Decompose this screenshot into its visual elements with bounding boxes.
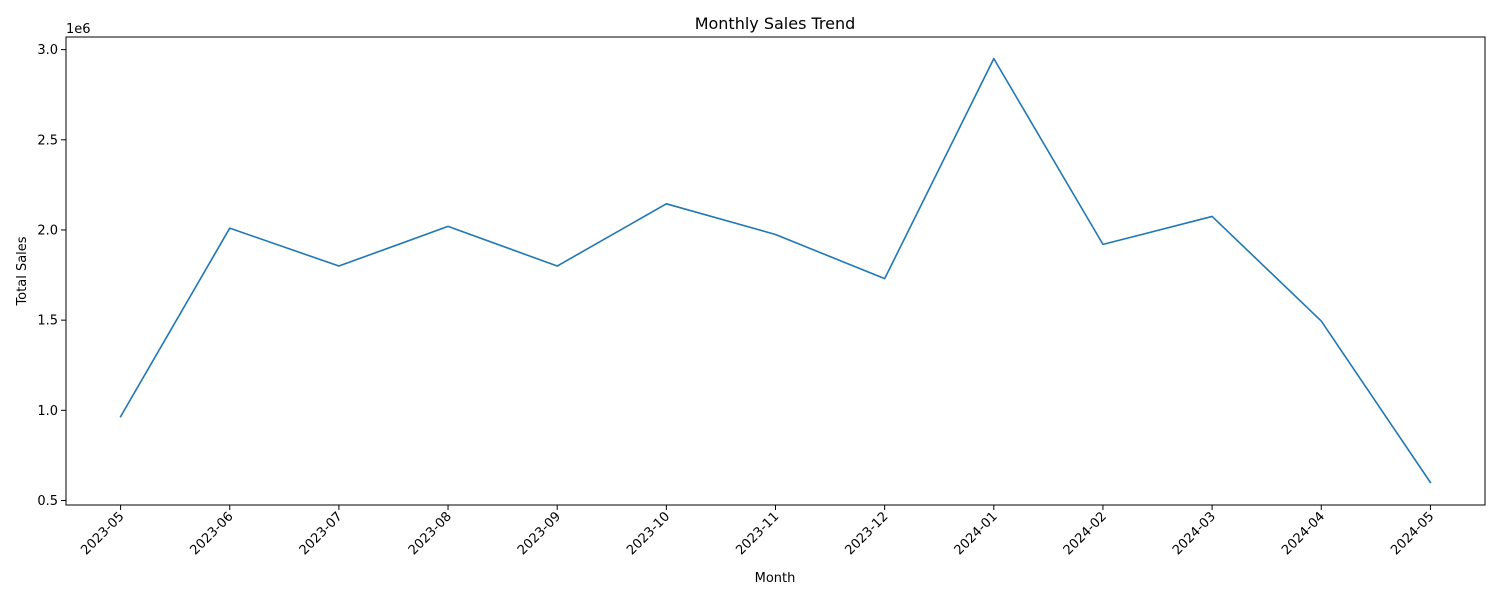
- y-tick-label: 2.0: [37, 223, 58, 238]
- y-axis-offset-label: 1e6: [66, 22, 91, 37]
- y-tick-label: 1.5: [37, 314, 58, 329]
- chart-title: Monthly Sales Trend: [695, 14, 856, 33]
- y-tick-label: 2.5: [37, 133, 58, 148]
- y-tick-label: 1.0: [37, 404, 58, 419]
- y-axis-label: Total Sales: [15, 236, 30, 306]
- y-tick-label: 3.0: [37, 43, 58, 58]
- series-line: [119, 57, 1432, 484]
- y-tick-label: 0.5: [37, 494, 58, 509]
- x-axis-label: Month: [755, 571, 796, 586]
